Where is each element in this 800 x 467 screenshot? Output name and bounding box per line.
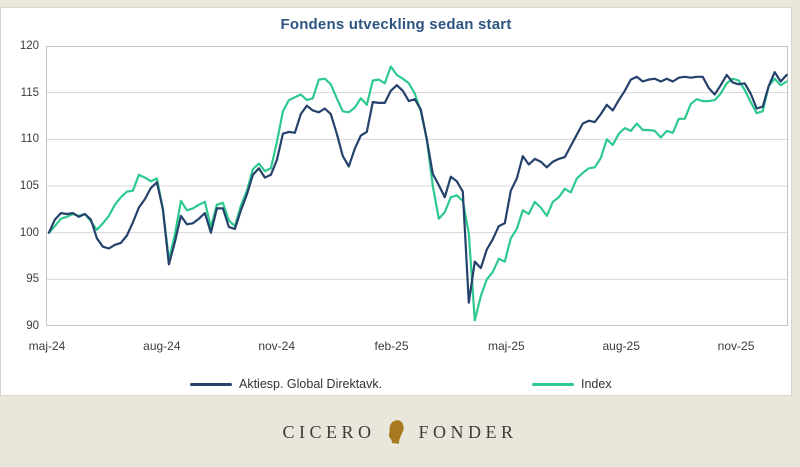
series-line-fund [47,71,788,304]
x-axis-label: maj-25 [488,339,525,353]
chart-card: Fondens utveckling sedan start 120 115 110… [0,7,792,396]
x-axis-label: nov-24 [258,339,296,353]
fund-line-swatch [190,382,232,386]
legend: Aktiesp. Global Direktavk. Index [1,373,791,395]
x-axis-label: feb-25 [374,339,409,353]
legend-item-index: Index [532,373,612,395]
x-axis-label: maj-24 [28,339,66,353]
y-axis-label: 110 [20,133,39,146]
plot-border [46,46,788,326]
brand-word-fonder: FONDER [418,421,518,442]
plot-area [46,46,788,326]
index-line-swatch [532,382,574,386]
y-axis-label: 100 [19,226,39,239]
y-axis-label: 120 [19,40,39,52]
chart-title: Fondens utveckling sedan start [280,16,512,33]
brand-word-cicero: CICERO [282,421,376,442]
x-axis-label: aug-25 [602,339,640,353]
x-axis-label: nov-25 [717,339,755,353]
legend-item-fund: Aktiesp. Global Direktavk. [190,373,382,395]
cicero-head-icon [388,420,404,444]
y-axis-label: 90 [26,320,39,332]
footer-brand: CICERO FONDER [0,397,800,467]
y-axis-label: 115 [20,86,39,99]
legend-label-fund: Aktiesp. Global Direktavk. [239,377,383,391]
y-axis-label: 105 [19,180,39,192]
x-axis-label: aug-24 [143,339,181,353]
legend-label-index: Index [581,377,612,391]
y-axis-label: 95 [26,273,39,286]
